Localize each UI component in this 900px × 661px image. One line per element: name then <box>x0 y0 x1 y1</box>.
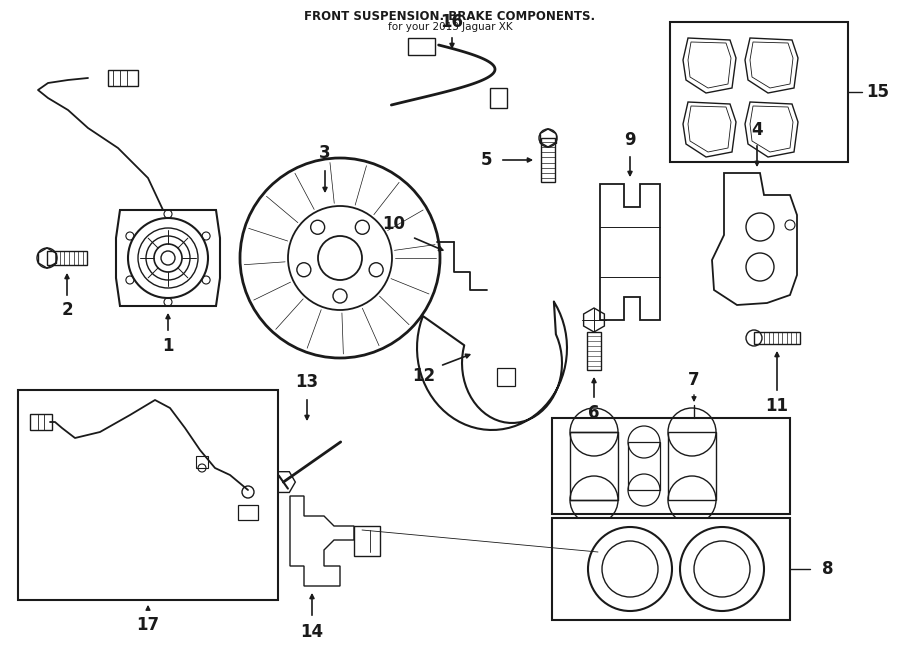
Text: 3: 3 <box>320 144 331 162</box>
Text: 14: 14 <box>301 623 324 641</box>
Text: 12: 12 <box>412 367 436 385</box>
Text: 1: 1 <box>162 337 174 355</box>
Text: 13: 13 <box>295 373 319 391</box>
Bar <box>552 518 790 620</box>
Text: 15: 15 <box>867 83 889 101</box>
Text: 16: 16 <box>440 13 464 31</box>
Bar <box>552 418 790 514</box>
Text: 5: 5 <box>481 151 491 169</box>
Text: 17: 17 <box>137 616 159 634</box>
Text: 7: 7 <box>688 371 700 389</box>
Text: 2: 2 <box>61 301 73 319</box>
Text: 11: 11 <box>766 397 788 415</box>
Text: for your 2013 Jaguar XK: for your 2013 Jaguar XK <box>388 22 512 32</box>
Bar <box>18 390 278 600</box>
Bar <box>497 368 515 386</box>
Text: FRONT SUSPENSION. BRAKE COMPONENTS.: FRONT SUSPENSION. BRAKE COMPONENTS. <box>304 10 596 23</box>
Bar <box>670 22 848 162</box>
Text: 4: 4 <box>752 121 763 139</box>
Text: 6: 6 <box>589 404 599 422</box>
Text: 10: 10 <box>382 215 406 233</box>
Text: 9: 9 <box>625 131 635 149</box>
Text: 8: 8 <box>823 560 833 578</box>
